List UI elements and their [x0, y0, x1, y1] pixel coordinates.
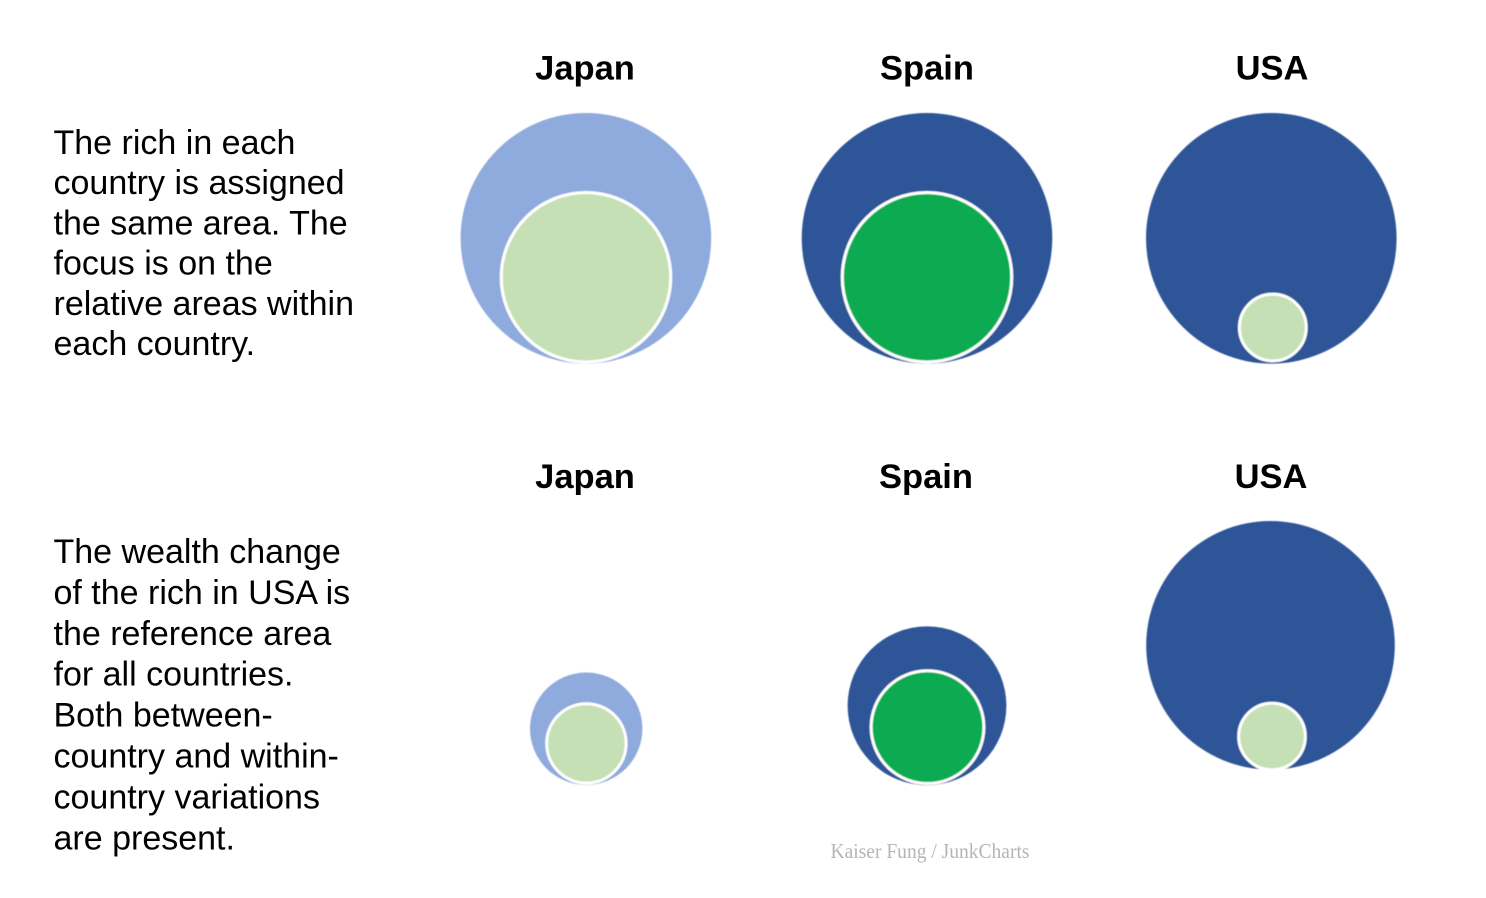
svg-text:Spain: Spain: [880, 50, 974, 88]
svg-text:focus is on the: focus is on the: [54, 245, 273, 283]
svg-text:of the rich in USA is: of the rich in USA is: [54, 574, 351, 612]
svg-text:USA: USA: [1236, 50, 1309, 88]
svg-text:The rich in each: The rich in each: [54, 124, 296, 162]
svg-text:relative areas within: relative areas within: [54, 285, 354, 323]
svg-text:the same area. The: the same area. The: [54, 204, 348, 242]
svg-text:Japan: Japan: [535, 50, 635, 88]
svg-text:country is assigned: country is assigned: [54, 164, 345, 202]
svg-text:Both between-: Both between-: [54, 697, 273, 735]
svg-text:each country.: each country.: [54, 325, 256, 363]
svg-text:are present.: are present.: [54, 819, 235, 857]
svg-text:country and within-: country and within-: [54, 738, 339, 776]
svg-text:Spain: Spain: [879, 458, 973, 496]
svg-text:the reference area: the reference area: [54, 615, 332, 653]
svg-text:The wealth change: The wealth change: [54, 533, 341, 571]
svg-text:Japan: Japan: [535, 458, 635, 496]
svg-text:country variations: country variations: [54, 778, 320, 816]
svg-text:Kaiser Fung / JunkCharts: Kaiser Fung / JunkCharts: [831, 839, 1030, 863]
svg-text:for all countries.: for all countries.: [54, 656, 294, 694]
svg-text:USA: USA: [1235, 458, 1308, 496]
